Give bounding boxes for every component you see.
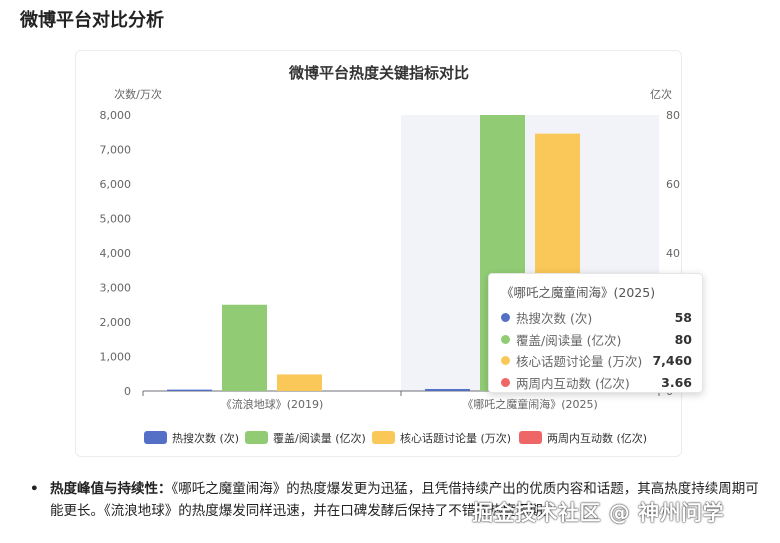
bar-2-1 — [222, 304, 267, 391]
tooltip-value: 58 — [674, 310, 692, 326]
y-left-tick-label: 4,000 — [100, 247, 132, 260]
bar-1-2 — [425, 388, 470, 391]
chart-card: 微博平台热度关键指标对比次数/万次 亿次 0 1,000 2,000 3,000 4,000… — [75, 50, 703, 457]
y-right-axis-label: 亿次 — [650, 87, 672, 101]
legend-swatch — [245, 431, 268, 444]
section-title: 微博平台对比分析 — [20, 10, 164, 31]
y-left-axis-label: 次数/万次 — [114, 87, 162, 101]
tooltip-dot — [501, 313, 510, 323]
tooltip-dot — [501, 334, 510, 344]
tooltip-row: 两周内互动数 (亿次) 3.66 — [501, 372, 692, 394]
legend-swatch — [372, 431, 395, 444]
y-right-tick-label: 60 — [666, 178, 680, 191]
tooltip-value: 3.66 — [661, 374, 692, 390]
bullet-text: 《哪吒之魔童闹海》的热度爆发更为迅猛，且凭借持续产出的优质内容和话题，其高热度持… — [50, 481, 759, 519]
bullet-dot: • — [30, 481, 39, 497]
watermark: 掘金技术社区 @ 神州问学 — [472, 501, 725, 525]
tooltip-series-name: 热搜次数 (次) — [516, 311, 593, 327]
legend-label: 覆盖/阅读量 (亿次) — [273, 431, 366, 445]
legend-label: 热搜次数 (次) — [172, 431, 239, 445]
tooltip-value: 80 — [674, 331, 692, 347]
legend-swatch — [144, 431, 167, 444]
bar-1-1 — [167, 389, 212, 391]
x-category-label: 《哪吒之魔童闹海》(2025) — [462, 397, 598, 411]
legend-label: 核心话题讨论量 (万次) — [400, 431, 511, 445]
bullet-heading: 热度峰值与持续性： — [50, 481, 172, 497]
tooltip-row: 覆盖/阅读量 (亿次) 80 — [501, 329, 692, 351]
y-left-tick-label: 7,000 — [100, 144, 132, 157]
bar-3-1 — [277, 374, 322, 391]
tooltip-title: 《哪吒之魔童闹海》(2025) — [501, 285, 656, 300]
tooltip-dot — [501, 377, 510, 387]
y-left-tick-label: 1,000 — [100, 351, 132, 364]
tooltip-row: 核心话题讨论量 (万次) 7,460 — [501, 350, 692, 372]
y-left-tick-label: 3,000 — [100, 282, 132, 295]
tooltip-series-name: 两周内互动数 (亿次) — [516, 375, 630, 391]
tooltip-series-name: 核心话题讨论量 (万次) — [516, 354, 643, 370]
insight-bullet: • 热度峰值与持续性：《哪吒之魔童闹海》的热度爆发更为迅猛，且凭借持续产出的优质… — [30, 478, 760, 522]
y-right-tick-label: 40 — [666, 247, 680, 260]
legend-label: 两周内互动数 (亿次) — [547, 431, 647, 445]
tooltip-dot — [501, 356, 510, 366]
y-right-tick-label: 80 — [666, 109, 680, 122]
y-left-tick-label: 2,000 — [100, 316, 132, 329]
chart-tooltip: 《哪吒之魔童闹海》(2025) 热搜次数 (次) 58 覆盖/阅读量 (亿次) … — [488, 273, 703, 393]
y-left-tick-label: 8,000 — [100, 109, 132, 122]
bullet-paragraph: 热度峰值与持续性：《哪吒之魔童闹海》的热度爆发更为迅猛，且凭借持续产出的优质内容… — [50, 478, 760, 522]
x-category-label: 《流浪地球》(2019) — [221, 397, 324, 411]
y-left-tick-label: 5,000 — [100, 213, 132, 226]
chart-title: 微博平台热度关键指标对比 — [288, 64, 469, 82]
tooltip-series-name: 覆盖/阅读量 (亿次) — [516, 332, 622, 348]
tooltip-value: 7,460 — [652, 353, 692, 369]
y-left-tick-label: 0 — [124, 385, 131, 398]
tooltip-row: 热搜次数 (次) 58 — [501, 307, 692, 329]
y-left-tick-label: 6,000 — [100, 178, 132, 191]
legend-swatch — [519, 431, 542, 444]
